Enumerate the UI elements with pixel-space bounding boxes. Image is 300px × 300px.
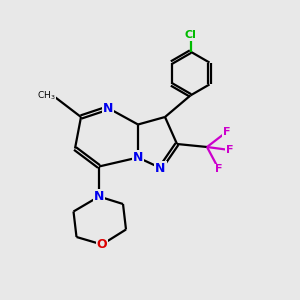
Text: Cl: Cl	[184, 30, 196, 40]
Text: $\mathsf{CH_3}$: $\mathsf{CH_3}$	[37, 90, 56, 102]
Text: N: N	[155, 161, 166, 175]
Text: F: F	[223, 127, 230, 137]
Text: F: F	[215, 164, 223, 175]
Text: N: N	[94, 190, 104, 203]
Text: F: F	[226, 145, 233, 155]
Text: N: N	[103, 101, 113, 115]
Text: O: O	[97, 238, 107, 251]
Text: N: N	[133, 151, 143, 164]
